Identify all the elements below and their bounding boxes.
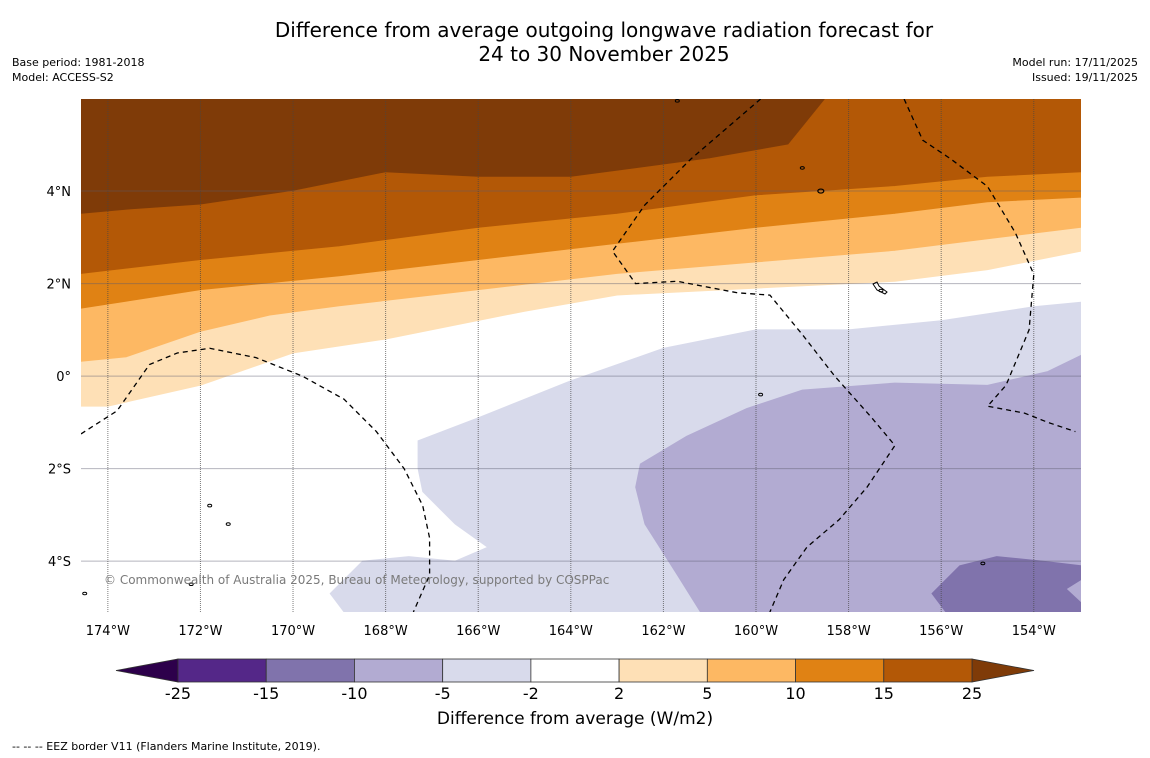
colorbar-tick-label: -15 [253,684,279,703]
issued-date: Issued: 19/11/2025 [1031,71,1138,84]
copyright-credit: © Commonwealth of Australia 2025, Bureau… [104,573,609,587]
colorbar-bin [706,658,796,683]
contour-region-m10tom15 [931,556,1081,612]
lat-tick-label: 2°S [48,463,71,478]
meta-right: Model run: 17/11/2025 Issued: 19/11/2025 [1012,55,1138,85]
lat-tick-label: 2°N [47,278,72,293]
eez-legend-note: -- -- -- EEZ border V11 (Flanders Marine… [12,740,321,753]
lon-tick-label: 172°W [178,624,222,639]
meta-left: Base period: 1981-2018 Model: ACCESS-S2 [12,55,144,85]
contour-region-2to5 [81,227,1081,407]
colorbar-tick-label: -25 [165,684,191,703]
lon-tick-label: 162°W [641,624,685,639]
island-outline-christmas [872,281,888,295]
island-outline [674,99,680,103]
island-outline [799,166,805,170]
colorbar-label: Difference from average (W/m2) [436,709,714,729]
title-line-1: Difference from average outgoing longwav… [274,18,934,42]
colorbar-tick-label: 2 [614,684,624,703]
map-content: © Commonwealth of Australia 2025, Bureau… [81,99,1081,612]
colorbar-over-arrow [971,658,1035,683]
map-plot-area: © Commonwealth of Australia 2025, Bureau… [47,99,1081,639]
colorbar-bin [442,658,532,683]
eez-border-line [903,99,1076,433]
lon-tick-label: 156°W [919,624,963,639]
colorbar-tick-label: -10 [341,684,367,703]
colorbar-tick-label: 25 [962,684,982,703]
colorbar-tick-label: 10 [785,684,805,703]
colorbar: -25 -15 -10 -5 -2 2 5 10 15 25 [115,658,1035,703]
lon-tick-label: 174°W [86,624,130,639]
colorbar-tick-label: 5 [702,684,712,703]
eez-border-line [81,347,431,612]
title-line-2: 24 to 30 November 2025 [478,42,730,66]
lon-tick-label: 158°W [827,624,871,639]
lat-tick-label: 4°S [48,555,71,570]
lon-tick-label: 170°W [271,624,315,639]
island-outline [207,503,213,508]
island-outline [82,591,88,596]
lat-tick-label: 0° [56,370,71,385]
island-outline [980,561,986,566]
colorbar-under-arrow [115,658,179,683]
model-run-date: Model run: 17/11/2025 [1012,56,1138,69]
colorbar-bin [530,658,620,683]
island-outline [758,392,764,397]
colorbar-tick-label: 15 [874,684,894,703]
colorbar-bin [177,658,267,683]
colorbar-bin [883,658,973,683]
lon-tick-label: 164°W [549,624,593,639]
lon-tick-label: 166°W [456,624,500,639]
colorbar-bin [618,658,708,683]
colorbar-tick-label: -5 [435,684,451,703]
model-name: Model: ACCESS-S2 [12,71,114,84]
colorbar-tick-label: -2 [523,684,539,703]
lon-tick-label: 154°W [1012,624,1056,639]
island-outline [817,188,825,194]
colorbar-bin [795,658,885,683]
colorbar-bin [265,658,355,683]
island-outline [225,522,231,526]
lon-tick-label: 168°W [364,624,408,639]
colorbar-bin [354,658,444,683]
base-period: Base period: 1981-2018 [12,56,145,69]
lat-tick-label: 4°N [47,185,72,200]
lon-tick-label: 160°W [734,624,778,639]
island-outline [188,582,194,587]
chart-title: Difference from average outgoing longwav… [0,18,1150,66]
